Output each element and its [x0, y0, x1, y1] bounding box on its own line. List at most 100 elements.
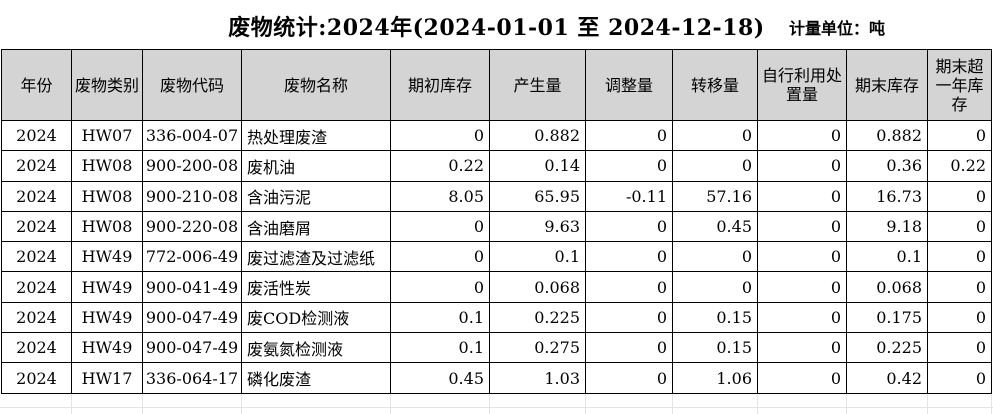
grid-line-vertical [71, 394, 72, 414]
table-cell: 0.882 [489, 119, 586, 152]
column-header-0: 年份 [1, 49, 72, 121]
table-cell: 0 [585, 241, 673, 273]
table-cell: 0.882 [846, 119, 928, 152]
table-cell: 0 [585, 271, 673, 303]
table-cell: 0 [927, 362, 992, 394]
table-row: 2024 HW08 900-200-08 废机油 0.22 0.14 0 0 0 0.36 0.22 [1, 150, 992, 182]
column-header-7: 转移量 [672, 49, 758, 121]
table-cell: 0 [757, 210, 847, 243]
grid-line-horizontal [0, 407, 993, 408]
table-cell: 0 [585, 332, 673, 364]
table-cell: 0 [757, 301, 847, 334]
report-title: 废物统计:2024年(2024-01-01 至 2024-12-18) [228, 15, 765, 41]
table-cell: 2024 [1, 150, 72, 182]
table-cell: 57.16 [672, 180, 758, 212]
table-cell: 废过滤渣及过滤纸 [241, 241, 391, 273]
table-cell: 0.36 [846, 150, 928, 182]
table-cell: 0.1 [489, 241, 586, 273]
table-cell: 0 [585, 150, 673, 182]
table-cell: 废氨氮检测液 [241, 332, 391, 364]
column-header-1: 废物类别 [71, 49, 143, 121]
table-cell: 2024 [1, 271, 72, 303]
table-cell: 336-064-17 [142, 362, 242, 394]
table-cell: 0 [927, 301, 992, 334]
table-cell: HW49 [71, 241, 143, 273]
grid-line-vertical [489, 394, 490, 414]
table-cell: 0 [757, 180, 847, 212]
table-cell: 0.22 [927, 150, 992, 182]
table-cell: 磷化废渣 [241, 362, 391, 394]
table-cell: 0.1 [390, 332, 490, 364]
column-header-3: 废物名称 [241, 49, 391, 121]
grid-line-vertical [241, 394, 242, 414]
table-cell: 0 [927, 210, 992, 243]
column-header-6: 调整量 [585, 49, 673, 121]
table-cell: 0 [757, 332, 847, 364]
table-cell: 9.63 [489, 210, 586, 243]
table-cell: 0.15 [672, 332, 758, 364]
table-cell: 0.22 [390, 150, 490, 182]
table-cell: 900-220-08 [142, 210, 242, 243]
table-cell: 0 [672, 150, 758, 182]
grid-line-vertical [142, 394, 143, 414]
table-cell: 含油污泥 [241, 180, 391, 212]
table-cell: 废活性炭 [241, 271, 391, 303]
table-cell: 0 [672, 119, 758, 152]
table-cell: 2024 [1, 301, 72, 334]
table-row: 2024 HW17 336-064-17 磷化废渣 0.45 1.03 0 1.06 0 0.42… [1, 362, 992, 394]
table-cell: 0 [585, 210, 673, 243]
table-cell: HW49 [71, 332, 143, 364]
table-cell: 0 [585, 119, 673, 152]
table-cell: 0 [585, 362, 673, 394]
table-cell: 8.05 [390, 180, 490, 212]
table-cell: 0.1 [846, 241, 928, 273]
table-row: 2024 HW49 772-006-49 废过滤渣及过滤纸 0 0.1 0 0 0 0.1 0 [1, 241, 992, 273]
table-cell: 0.15 [672, 301, 758, 334]
table-cell: 0 [757, 362, 847, 394]
column-header-8: 自行利用处置量 [757, 49, 847, 121]
table-cell: 900-200-08 [142, 150, 242, 182]
table-cell: 0.1 [390, 301, 490, 334]
table-cell: 2024 [1, 210, 72, 243]
table-cell: 0 [757, 271, 847, 303]
table-cell: 900-047-49 [142, 301, 242, 334]
table-cell: 2024 [1, 180, 72, 212]
title-bar: 废物统计:2024年(2024-01-01 至 2024-12-18) 计量单位… [0, 0, 993, 49]
table-cell: -0.11 [585, 180, 673, 212]
table-cell: HW49 [71, 271, 143, 303]
column-header-9: 期末库存 [846, 49, 928, 121]
table-cell: 0 [927, 119, 992, 152]
table-cell: HW07 [71, 119, 143, 152]
table-cell: 废机油 [241, 150, 391, 182]
table-cell: 2024 [1, 241, 72, 273]
table-cell: 热处理废渣 [241, 119, 391, 152]
table-cell: 0 [585, 301, 673, 334]
column-header-10: 期末超一年库存 [927, 49, 992, 121]
table-cell: 0.42 [846, 362, 928, 394]
table-cell: HW08 [71, 150, 143, 182]
grid-line-vertical [927, 394, 928, 414]
unit-label: 计量单位：吨 [789, 19, 886, 38]
column-header-2: 废物代码 [142, 49, 242, 121]
table-cell: 900-041-49 [142, 271, 242, 303]
table-cell: 1.03 [489, 362, 586, 394]
table-cell: 0 [390, 271, 490, 303]
table-cell: 0 [757, 150, 847, 182]
table-cell: 0.14 [489, 150, 586, 182]
table-cell: 65.95 [489, 180, 586, 212]
grid-line-vertical [672, 394, 673, 414]
table-cell: 0.225 [846, 332, 928, 364]
table-cell: 0.45 [672, 210, 758, 243]
table-cell: HW17 [71, 362, 143, 394]
table-cell: 0.175 [846, 301, 928, 334]
table-row: 2024 HW08 900-210-08 含油污泥 8.05 65.95 -0.11 57.1… [1, 180, 992, 212]
table-body: 2024 HW07 336-004-07 热处理废渣 0 0.882 0 0 0 0.882 0 20… [1, 119, 992, 394]
table-cell: 2024 [1, 362, 72, 394]
table-cell: 0 [927, 332, 992, 364]
table-cell: 2024 [1, 119, 72, 152]
column-header-4: 期初库存 [390, 49, 490, 121]
table-cell: 0.068 [846, 271, 928, 303]
table-cell: HW08 [71, 210, 143, 243]
table-row: 2024 HW49 900-047-49 废氨氮检测液 0.1 0.275 0 0.15 0 0.… [1, 332, 992, 364]
